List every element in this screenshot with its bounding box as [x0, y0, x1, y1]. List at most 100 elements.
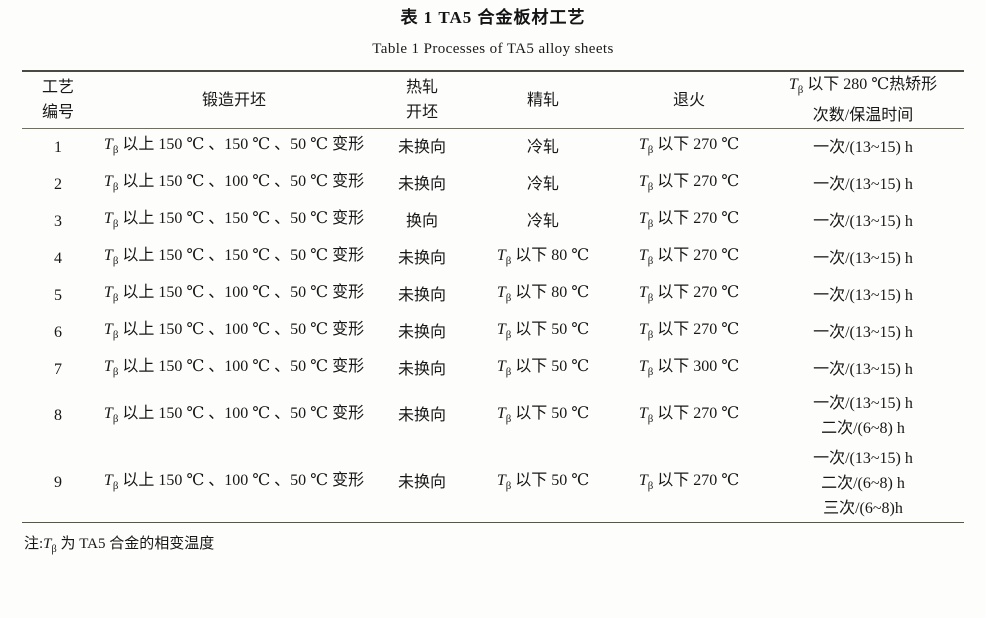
cell-hot-rolling: 未换向: [397, 175, 446, 193]
table-row: 4 Tβ 以上 150 ℃ 、150 ℃ 、50 ℃ 变形 未换向 Tβ 以下 80 …: [22, 240, 964, 277]
header-hot-rolling-line1: 热轧: [405, 79, 438, 97]
header-cell-process-no: 工艺 编号: [22, 72, 94, 128]
t-beta-symbol: T: [103, 321, 113, 339]
t-beta-symbol: T: [788, 76, 798, 93]
cell-finish-rolling: 冷轧: [526, 175, 559, 193]
cell-hot-rolling: 未换向: [397, 323, 446, 341]
cell-process-no: 5: [54, 286, 62, 304]
footnote-text: 为 TA5 合金的相变温度: [56, 536, 215, 553]
t-beta-subscript: β: [112, 144, 119, 157]
header-hot-rolling-line2: 开坯: [405, 104, 438, 122]
straightening-line: 一次/(13~15) h: [813, 139, 913, 157]
t-beta-subscript: β: [505, 292, 512, 305]
t-beta-subscript: β: [647, 181, 654, 194]
cell-finish-rolling: Tβ 以下 80 ℃: [496, 247, 590, 268]
t-beta-symbol: T: [103, 404, 113, 422]
table-header-rule-wrapper: [0, 128, 986, 130]
t-beta-symbol: T: [638, 284, 648, 302]
processes-table: 工艺 编号 锻造开坯 热轧 开坯 精轧 退火 Tβ 以下 280 ℃热矫形 次数…: [22, 72, 964, 128]
footnote-t-beta-subscript: β: [51, 544, 57, 556]
table-title-english: Table 1 Processes of TA5 alloy sheets: [372, 41, 614, 57]
table-header: 工艺 编号 锻造开坯 热轧 开坯 精轧 退火 Tβ 以下 280 ℃热矫形 次数…: [22, 72, 964, 128]
cell-process-no: 8: [54, 407, 62, 425]
t-beta-subscript: β: [505, 329, 512, 342]
header-straightening-line2: 次数/保温时间: [812, 107, 914, 125]
table-row: 6 Tβ 以上 150 ℃ 、100 ℃ 、50 ℃ 变形 未换向 Tβ 以下 50 …: [22, 314, 964, 351]
cell-straightening: 一次/(13~15) h: [762, 277, 964, 314]
t-beta-subscript: β: [112, 366, 119, 379]
t-beta-subscript: β: [112, 412, 119, 425]
t-beta-subscript: β: [112, 292, 119, 305]
cell-forging: Tβ 以上 150 ℃ 、100 ℃ 、50 ℃ 变形: [103, 358, 365, 379]
t-beta-symbol: T: [638, 173, 648, 191]
t-beta-subscript: β: [112, 181, 119, 194]
cell-process-no: 3: [54, 212, 62, 230]
straightening-line: 一次/(13~15) h: [813, 250, 913, 268]
footnote-t-beta-symbol: T: [43, 536, 52, 553]
straightening-line: 一次/(13~15) h: [813, 361, 913, 379]
cell-annealing: Tβ 以下 300 ℃: [638, 358, 740, 379]
cell-annealing: Tβ 以下 270 ℃: [638, 404, 740, 425]
cell-forging: Tβ 以上 150 ℃ 、100 ℃ 、50 ℃ 变形: [103, 321, 365, 342]
t-beta-subscript: β: [647, 218, 654, 231]
table-bottom-rule-wrapper: [0, 522, 986, 524]
cell-hot-rolling: 未换向: [397, 286, 446, 304]
cell-straightening: 一次/(13~15) h: [762, 314, 964, 351]
t-beta-symbol: T: [638, 358, 648, 376]
t-beta-symbol: T: [496, 404, 506, 422]
header-cell-straightening: Tβ 以下 280 ℃热矫形 次数/保温时间: [762, 72, 964, 128]
cell-process-no: 9: [54, 474, 62, 492]
cell-hot-rolling: 未换向: [397, 360, 446, 378]
table-row: 1 Tβ 以上 150 ℃ 、150 ℃ 、50 ℃ 变形 未换向 冷轧 Tβ 以下 2…: [22, 129, 964, 166]
t-beta-subscript: β: [505, 366, 512, 379]
t-beta-symbol: T: [103, 284, 113, 302]
header-process-no-line2: 编号: [41, 104, 74, 122]
cell-straightening: 一次/(13~15) h: [762, 351, 964, 388]
straightening-line: 一次/(13~15) h: [813, 449, 913, 467]
cell-annealing: Tβ 以下 270 ℃: [638, 173, 740, 194]
t-beta-subscript: β: [647, 144, 654, 157]
cell-process-no: 4: [54, 249, 62, 267]
cell-hot-rolling: 未换向: [397, 249, 446, 267]
straightening-line: 三次/(6~8)h: [823, 499, 903, 517]
cell-hot-rolling: 未换向: [397, 407, 446, 425]
t-beta-subscript: β: [505, 412, 512, 425]
t-beta-symbol: T: [638, 471, 648, 489]
cell-finish-rolling: Tβ 以下 50 ℃: [496, 471, 590, 492]
cell-process-no: 1: [54, 138, 62, 156]
table-row: 9 Tβ 以上 150 ℃ 、100 ℃ 、50 ℃ 变形 未换向 Tβ 以下 50 …: [22, 444, 964, 522]
t-beta-symbol: T: [496, 247, 506, 265]
header-cell-hot-rolling: 热轧 开坯: [374, 72, 470, 128]
header-process-no-line1: 工艺: [41, 79, 74, 97]
cell-annealing: Tβ 以下 270 ℃: [638, 136, 740, 157]
table-header-rule: [22, 128, 964, 130]
t-beta-subscript: β: [112, 479, 119, 492]
cell-forging: Tβ 以上 150 ℃ 、150 ℃ 、50 ℃ 变形: [103, 210, 365, 231]
cell-straightening: 一次/(13~15) h: [762, 203, 964, 240]
header-cell-finish-rolling: 精轧: [526, 91, 559, 109]
table-title-chinese: 表 1 TA5 合金板材工艺: [400, 8, 586, 27]
t-beta-subscript: β: [797, 84, 804, 97]
cell-finish-rolling: 冷轧: [526, 138, 559, 156]
t-beta-symbol: T: [496, 321, 506, 339]
t-beta-symbol: T: [496, 284, 506, 302]
cell-finish-rolling: Tβ 以下 50 ℃: [496, 321, 590, 342]
cell-finish-rolling: Tβ 以下 50 ℃: [496, 358, 590, 379]
cell-forging: Tβ 以上 150 ℃ 、100 ℃ 、50 ℃ 变形: [103, 404, 365, 425]
table-bottom-rule: [22, 522, 964, 524]
cell-annealing: Tβ 以下 270 ℃: [638, 210, 740, 231]
t-beta-subscript: β: [505, 479, 512, 492]
t-beta-subscript: β: [647, 329, 654, 342]
cell-hot-rolling: 未换向: [397, 474, 446, 492]
table-body: 1 Tβ 以上 150 ℃ 、150 ℃ 、50 ℃ 变形 未换向 冷轧 Tβ 以下 2…: [22, 129, 964, 522]
t-beta-symbol: T: [638, 210, 648, 228]
cell-straightening: 一次/(13~15) h: [762, 166, 964, 203]
table-row: 7 Tβ 以上 150 ℃ 、100 ℃ 、50 ℃ 变形 未换向 Tβ 以下 50 …: [22, 351, 964, 388]
straightening-line: 一次/(13~15) h: [813, 176, 913, 194]
table-row: 5 Tβ 以上 150 ℃ 、100 ℃ 、50 ℃ 变形 未换向 Tβ 以下 80 …: [22, 277, 964, 314]
t-beta-symbol: T: [103, 136, 113, 154]
t-beta-symbol: T: [638, 136, 648, 154]
table-footnote: 注:Tβ 为 TA5 合金的相变温度: [0, 523, 986, 561]
table-row: 2 Tβ 以上 150 ℃ 、100 ℃ 、50 ℃ 变形 未换向 冷轧 Tβ 以下 2…: [22, 166, 964, 203]
